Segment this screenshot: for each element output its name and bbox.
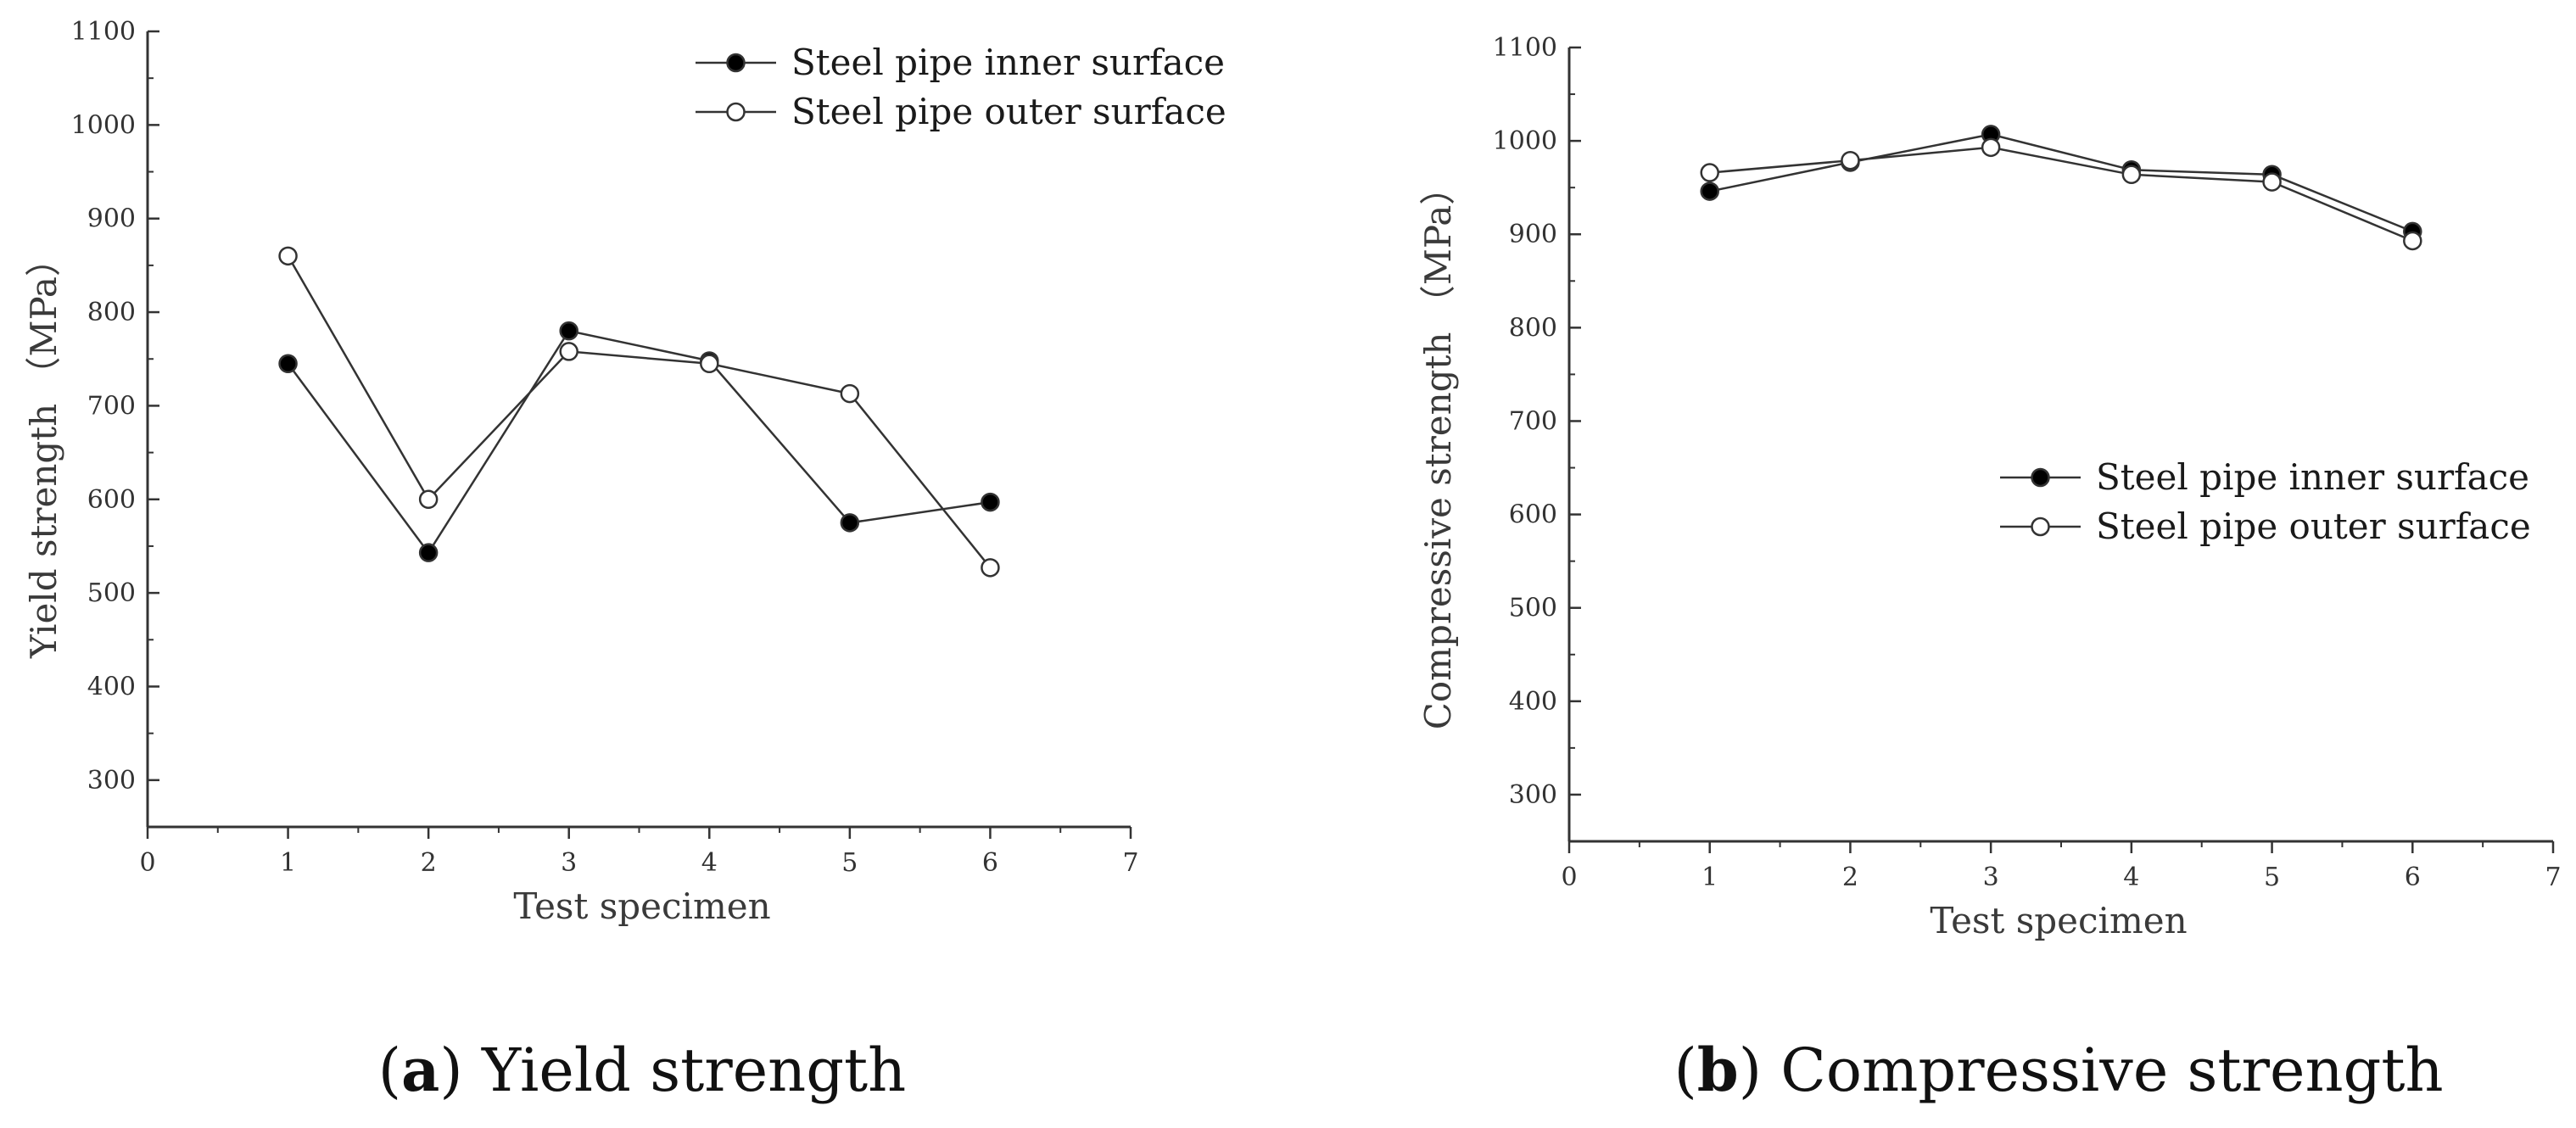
x-tick-label: 1	[1702, 863, 1718, 892]
figure: 300400500600700800900100011000 1 2 3 4 5 6 7 St…	[0, 0, 2576, 1128]
x-tick-label: 6	[982, 848, 998, 878]
legend-marker	[2032, 518, 2049, 535]
outer-surface-point	[280, 248, 297, 265]
chart-panel-compressive-strength: 300 400 500 600 700 800 900 1000 1100 0 1 2 3 4 5 6 7 St…	[1417, 33, 2562, 1105]
caption-text: Yield strength	[481, 1036, 906, 1105]
x-tick-label: 0	[1561, 863, 1577, 892]
outer-surface-point	[2404, 232, 2421, 249]
legend-marker	[728, 54, 745, 71]
outer-surface-point	[841, 385, 858, 402]
chart-panel-yield-strength: 300 400 500 600 700 800 900 1000 1100 0 1 2 3 4 5 6 7 St…	[23, 17, 1227, 1105]
legend-marker	[2032, 469, 2049, 486]
outer-surface-point	[1841, 152, 1858, 169]
y-tick-label: 900	[87, 204, 136, 234]
y-tick-label: 700	[1509, 406, 1557, 436]
inner-surface-point	[420, 544, 437, 561]
outer-surface-point	[420, 491, 437, 508]
y-tick-label: 800	[1509, 313, 1557, 343]
outer-surface-point	[1702, 165, 1718, 181]
series-layer	[1702, 126, 2422, 249]
y-tick-label: 400	[1509, 687, 1557, 717]
y-axis-title: Yield strength （MPa）	[23, 241, 64, 659]
x-tick-label: 6	[2405, 863, 2421, 892]
inner-surface-point	[841, 514, 858, 531]
x-tick-label: 5	[841, 848, 858, 878]
y-tick-label: 1100	[1493, 33, 1557, 63]
x-tick-label: 3	[1983, 863, 1999, 892]
legend-label: Steel pipe inner surface	[2096, 456, 2529, 498]
legend: Steel pipe inner surface Steel pipe outer…	[696, 42, 1227, 132]
y-tick-label: 300	[87, 766, 136, 796]
y-tick-label: 300	[1509, 780, 1557, 810]
y-tick-label: 500	[87, 578, 136, 608]
outer-surface-point	[981, 559, 998, 576]
x-axis-title: Test specimen	[1930, 900, 2187, 941]
y-tick-label: 900	[1509, 220, 1557, 249]
caption-letter: a	[401, 1035, 439, 1105]
y-tick-label: 600	[1509, 500, 1557, 530]
legend: Steel pipe inner surface Steel pipe outer…	[2000, 456, 2531, 547]
x-tick-label: 4	[2123, 863, 2139, 892]
axes	[148, 31, 1131, 827]
x-tick-label: 7	[2545, 863, 2561, 892]
x-tick-label: 2	[421, 848, 437, 878]
caption-text: Compressive strength	[1780, 1036, 2443, 1105]
panel-caption: (b) Compressive strength	[1674, 1035, 2443, 1105]
inner-surface-point	[561, 322, 578, 339]
legend-label: Steel pipe outer surface	[2096, 505, 2531, 547]
y-axis-title: Compressive strength （MPa）	[1417, 170, 1459, 730]
series-line-outer	[288, 256, 991, 568]
x-tick-label: 3	[561, 848, 577, 878]
ticks: 300 400 500 600 700 800 900 1000 1100 0 1 2 3 4 5 6 7	[71, 17, 1139, 878]
caption-letter: b	[1697, 1035, 1739, 1105]
panel-caption: (a) Yield strength	[378, 1035, 907, 1105]
y-tick-label: 1100	[71, 17, 136, 47]
outer-surface-point	[2264, 174, 2281, 191]
inner-surface-point	[280, 355, 297, 372]
x-tick-label: 4	[701, 848, 718, 878]
series-line-outer	[1710, 148, 2413, 241]
outer-surface-point	[2123, 166, 2140, 183]
x-tick-label: 5	[2264, 863, 2280, 892]
x-tick-label: 2	[1842, 863, 1858, 892]
x-tick-label: 0	[139, 848, 155, 878]
legend-label: Steel pipe inner surface	[791, 42, 1225, 83]
inner-surface-point	[1702, 183, 1718, 200]
outer-surface-point	[561, 343, 578, 360]
series-line-inner	[1710, 134, 2413, 232]
inner-surface-point	[981, 494, 998, 511]
y-tick-label: 700	[87, 391, 136, 421]
outer-surface-point	[701, 355, 718, 372]
series-layer	[280, 248, 999, 576]
x-axis-title: Test specimen	[513, 885, 770, 927]
y-tick-label: 500	[1509, 594, 1557, 623]
series-line-inner	[288, 331, 991, 553]
x-tick-label: 7	[1122, 848, 1138, 878]
x-tick-label: 1	[280, 848, 296, 878]
y-tick-label: 1000	[1493, 126, 1557, 156]
y-tick-label: 1000	[71, 110, 136, 140]
y-tick-label: 400	[87, 672, 136, 701]
y-tick-label: 800	[87, 298, 136, 327]
legend-label: Steel pipe outer surface	[791, 91, 1227, 132]
outer-surface-point	[1982, 139, 1999, 156]
legend-marker	[728, 103, 745, 120]
y-tick-label: 600	[87, 485, 136, 515]
